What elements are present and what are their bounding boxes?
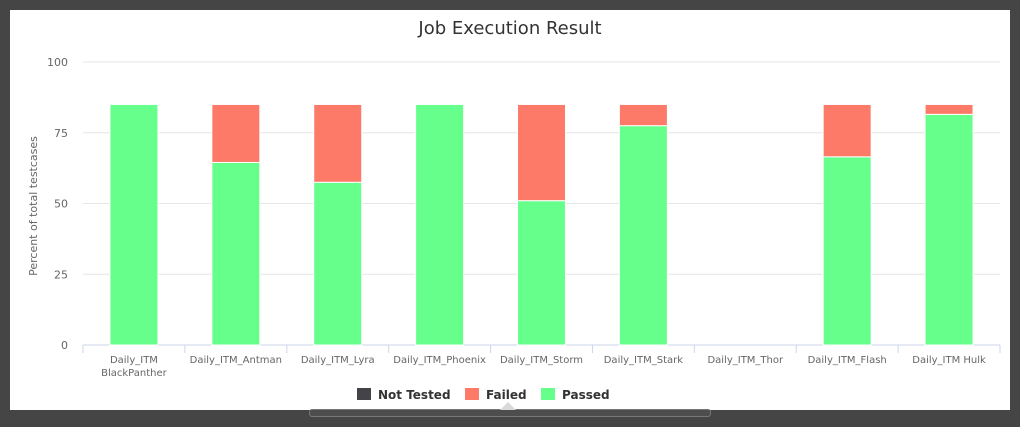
legend-item-failed[interactable]: Failed <box>465 388 527 402</box>
bar-segment-failed[interactable] <box>517 103 566 202</box>
chart-svg: Job Execution Result Percent of total te… <box>27 18 1001 402</box>
legend-item-not-tested[interactable]: Not Tested <box>357 388 451 402</box>
y-tick-label: 75 <box>54 127 68 140</box>
y-tick-label: 100 <box>47 56 68 69</box>
bars[interactable] <box>109 103 974 346</box>
bar-segment-passed[interactable] <box>822 156 872 346</box>
bar-segment-failed[interactable] <box>618 103 668 127</box>
x-axis-ticks: Daily_ITM BlackPanther Daily_ITM_Antman Dai… <box>82 345 1001 379</box>
legend[interactable]: Not Tested Failed Passed <box>357 388 610 402</box>
y-tick-label: 0 <box>61 339 68 352</box>
bar-segment-passed[interactable] <box>211 161 261 346</box>
legend-label: Failed <box>486 388 527 402</box>
bar-segment-failed[interactable] <box>211 103 261 163</box>
bar-segment-failed[interactable] <box>822 103 872 158</box>
x-tick-label: Daily_ITM_Lyra <box>301 355 375 366</box>
legend-swatch <box>541 388 555 400</box>
y-axis-ticks: 0 25 50 75 100 <box>47 56 68 352</box>
x-tick-label: Daily_ITM <box>110 355 158 366</box>
y-axis-label: Percent of total testcases <box>27 136 40 276</box>
bar-segment-passed[interactable] <box>618 125 668 346</box>
legend-swatch <box>357 388 371 400</box>
legend-label: Not Tested <box>378 388 451 402</box>
bar-segment-passed[interactable] <box>924 113 974 346</box>
bar-segment-passed[interactable] <box>517 200 566 346</box>
y-tick-label: 25 <box>54 268 68 281</box>
bar-segment-failed[interactable] <box>313 103 363 183</box>
y-tick-label: 50 <box>54 198 68 211</box>
legend-label: Passed <box>562 388 610 402</box>
x-tick-label: BlackPanther <box>101 368 168 379</box>
legend-item-passed[interactable]: Passed <box>541 388 610 402</box>
x-tick-label: Daily_ITM_Storm <box>500 355 583 366</box>
bar-segment-failed[interactable] <box>924 103 974 115</box>
chart-title: Job Execution Result <box>417 18 601 39</box>
x-tick-label: Daily_ITM_Stark <box>604 355 683 366</box>
chart-navigator-strip[interactable] <box>309 409 711 417</box>
x-tick-label: Daily_ITM_Antman <box>190 355 282 366</box>
legend-swatch <box>465 388 479 400</box>
x-tick-label: Daily_ITM_Phoenix <box>393 355 486 366</box>
bar-segment-passed[interactable] <box>313 181 363 346</box>
bar-segment-passed[interactable] <box>109 103 159 346</box>
chart-panel: Job Execution Result Percent of total te… <box>10 10 1010 410</box>
x-tick-label: Daily_ITM_Flash <box>808 355 887 366</box>
x-tick-label: Daily_ITM Hulk <box>912 355 986 366</box>
navigator-caret-icon[interactable] <box>500 402 516 410</box>
x-tick-label: Daily_ITM_Thor <box>707 355 784 366</box>
bar-segment-passed[interactable] <box>415 103 465 346</box>
